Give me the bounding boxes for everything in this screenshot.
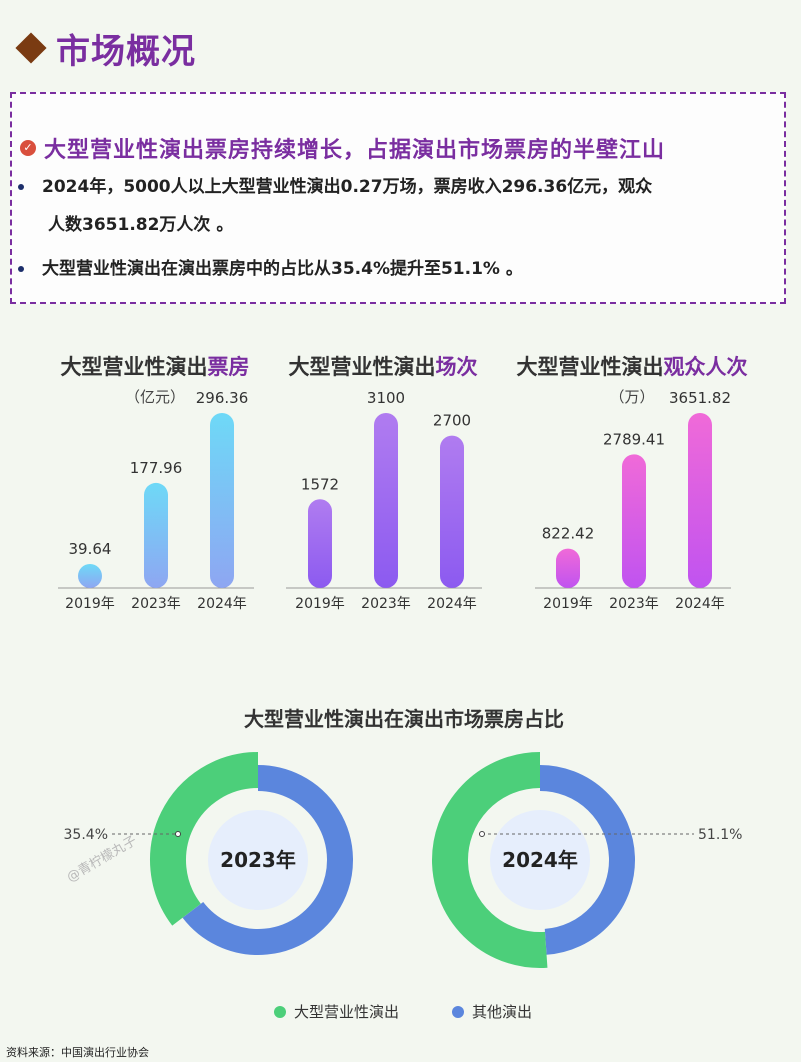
summary-box: ✓ 大型营业性演出票房持续增长，占据演出市场票房的半壁江山 2024年，5000… bbox=[10, 92, 786, 304]
data-label: 296.36 bbox=[196, 389, 249, 407]
donut-slice-large bbox=[150, 752, 259, 926]
tick-label: 2024年 bbox=[197, 596, 247, 612]
data-label: 39.64 bbox=[69, 540, 112, 558]
tick-label: 2024年 bbox=[427, 596, 477, 612]
leader-dot bbox=[175, 831, 181, 837]
tick-label: 2023年 bbox=[131, 596, 181, 612]
bar-chart-unit: （万） bbox=[609, 388, 654, 406]
bar bbox=[688, 413, 712, 588]
headline-text: 大型营业性演出票房持续增长，占据演出市场票房的半壁江山 bbox=[44, 138, 666, 163]
legend-marker bbox=[274, 1006, 286, 1018]
bar bbox=[308, 499, 332, 588]
donut-center-label: 2023年 bbox=[220, 848, 296, 872]
bullet-2-text: 大型营业性演出在演出票房中的占比从35.4%提升至51.1% 。 bbox=[42, 259, 523, 279]
data-label: 3651.82 bbox=[669, 389, 731, 407]
tick-label: 2024年 bbox=[675, 596, 725, 612]
charts-area: 大型营业性演出票房 （亿元） 39.64 2019年 177.96 2023年 296.36… bbox=[58, 355, 748, 1021]
page-title-block: 市场概况 bbox=[14, 26, 196, 72]
donut-center bbox=[208, 810, 308, 910]
data-label: 822.42 bbox=[542, 525, 595, 543]
bar bbox=[374, 413, 398, 588]
share-label: 35.4% bbox=[64, 827, 108, 843]
share-label: 51.1% bbox=[698, 827, 742, 843]
bullet-1-line-1: 2024年，5000人以上大型营业性演出0.27万场，票房收入296.36亿元，… bbox=[42, 177, 653, 197]
bullet-2: 大型营业性演出在演出票房中的占比从35.4%提升至51.1% 。 bbox=[18, 250, 523, 288]
tick-label: 2019年 bbox=[295, 596, 345, 612]
donut-center-label: 2024年 bbox=[502, 848, 578, 872]
tick-label: 2019年 bbox=[65, 596, 115, 612]
summary-headline: ✓ 大型营业性演出票房持续增长，占据演出市场票房的半壁江山 bbox=[20, 132, 665, 164]
bullet-dot-icon bbox=[18, 266, 24, 272]
bar bbox=[556, 548, 580, 588]
bar-chart-title: 大型营业性演出票房 bbox=[61, 355, 250, 379]
bar bbox=[210, 413, 234, 588]
diamond-icon bbox=[15, 32, 47, 64]
bar bbox=[144, 482, 168, 588]
bar-chart-title: 大型营业性演出场次 bbox=[289, 355, 478, 379]
leader-dot bbox=[479, 831, 485, 837]
donut-slice-large bbox=[432, 752, 548, 968]
check-icon: ✓ bbox=[20, 140, 36, 156]
bar-chart-title: 大型营业性演出观众人次 bbox=[517, 355, 748, 379]
donut-center bbox=[490, 810, 590, 910]
donut-chart-title: 大型营业性演出在演出市场票房占比 bbox=[244, 707, 564, 731]
bullet-1-line-2: 人数3651.82万人次 。 bbox=[48, 215, 234, 235]
bullet-dot-icon bbox=[18, 184, 24, 190]
data-label: 177.96 bbox=[130, 459, 183, 477]
data-label: 3100 bbox=[367, 389, 405, 407]
donut-slice-other bbox=[182, 765, 353, 955]
legend-label: 其他演出 bbox=[472, 1003, 532, 1021]
source-note: 资料来源：中国演出行业协会 bbox=[6, 1046, 149, 1059]
data-label: 1572 bbox=[301, 475, 339, 493]
bullet-1: 2024年，5000人以上大型营业性演出0.27万场，票房收入296.36亿元，… bbox=[18, 168, 652, 244]
bar bbox=[78, 564, 102, 588]
legend-marker bbox=[452, 1006, 464, 1018]
data-label: 2789.41 bbox=[603, 430, 665, 448]
donut-slice-other bbox=[539, 765, 635, 955]
legend-label: 大型营业性演出 bbox=[294, 1003, 399, 1021]
tick-label: 2023年 bbox=[361, 596, 411, 612]
bar bbox=[622, 454, 646, 588]
tick-label: 2019年 bbox=[543, 596, 593, 612]
page-title: 市场概况 bbox=[56, 31, 196, 72]
tick-label: 2023年 bbox=[609, 596, 659, 612]
bar-chart-unit: （亿元） bbox=[125, 388, 185, 406]
data-label: 2700 bbox=[433, 412, 471, 430]
bar bbox=[440, 435, 464, 588]
